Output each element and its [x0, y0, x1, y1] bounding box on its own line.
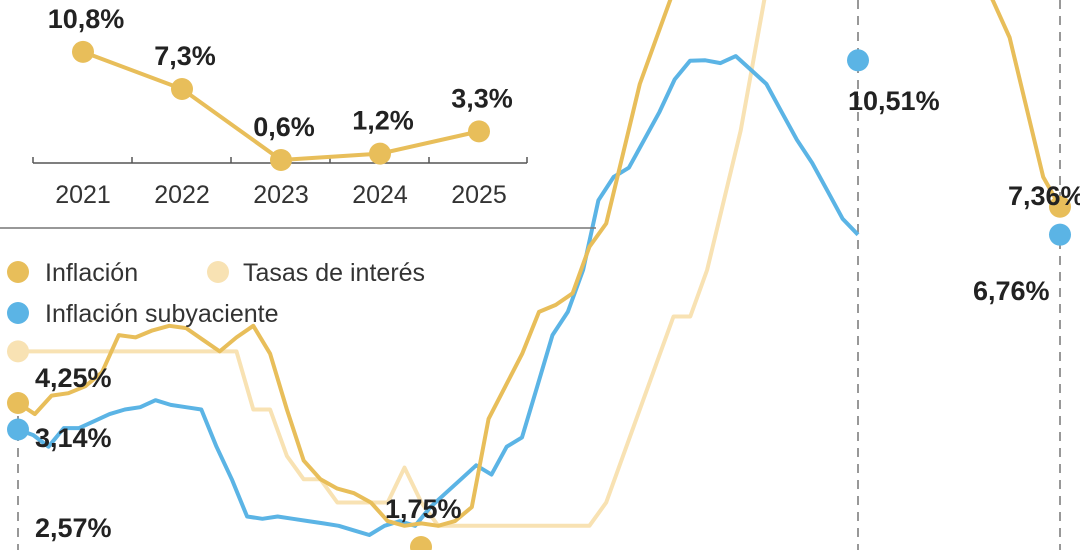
point-core-start [7, 418, 29, 441]
point-core-end [1049, 223, 1071, 246]
label-interest-start: 4,25% [35, 363, 112, 393]
legend-core-swatch [7, 302, 29, 324]
series-line-0 [16, 0, 1062, 528]
main-lines-group [7, 0, 1071, 550]
point-inflation-end [1049, 195, 1071, 218]
legend-inflation-swatch [7, 261, 29, 283]
label-inflation-end: 7,36% [1008, 181, 1080, 211]
inset-point-2023 [270, 149, 292, 171]
legend-inflation-label: Inflación [45, 259, 138, 287]
point-interest-start [7, 340, 29, 363]
label-inflation-start: 3,14% [35, 423, 112, 453]
point-inflation-start [7, 391, 29, 414]
inset-point-2022 [171, 77, 193, 100]
inset-point-2021 [72, 40, 94, 63]
series-line-1 [18, 0, 767, 528]
series-line-2 [17, 54, 860, 537]
inset-value-label-2025: 3,3% [451, 83, 513, 113]
label-core-start: 2,57% [35, 513, 112, 543]
inset-value-label-2022: 7,3% [154, 41, 216, 71]
legend-interest-label: Tasas de interés [243, 259, 425, 287]
label-interest-min: 1,75% [385, 494, 462, 524]
inset-value-label-2024: 1,2% [352, 106, 414, 136]
inset-tick-label-2023: 2023 [253, 181, 309, 209]
inset-tick-label-2022: 2022 [154, 181, 210, 209]
label-core-end: 6,76% [973, 276, 1050, 306]
inset-tick-label-2024: 2024 [352, 181, 408, 209]
legend: Inflación Tasas de interés Inflación sub… [7, 259, 425, 328]
inset-value-label-2021: 10,8% [48, 4, 125, 34]
point-inflation-min [410, 536, 432, 550]
inset-point-2025 [468, 120, 490, 143]
inset-line [82, 50, 480, 162]
point-core-peak [847, 49, 869, 72]
inset-tick-label-2025: 2025 [451, 181, 507, 209]
inset-value-label-2023: 0,6% [253, 112, 315, 142]
inset-point-2024 [369, 142, 391, 165]
legend-interest-swatch [207, 261, 229, 283]
legend-core-label: Inflación subyaciente [45, 300, 278, 328]
inset-tick-label-2021: 2021 [55, 181, 111, 209]
label-core-peak: 10,51% [848, 86, 940, 116]
inset-chart: 10,8% 2021 7,3% 2022 0,6% 2023 1,2% 2024 3,3% 202… [32, 4, 528, 209]
